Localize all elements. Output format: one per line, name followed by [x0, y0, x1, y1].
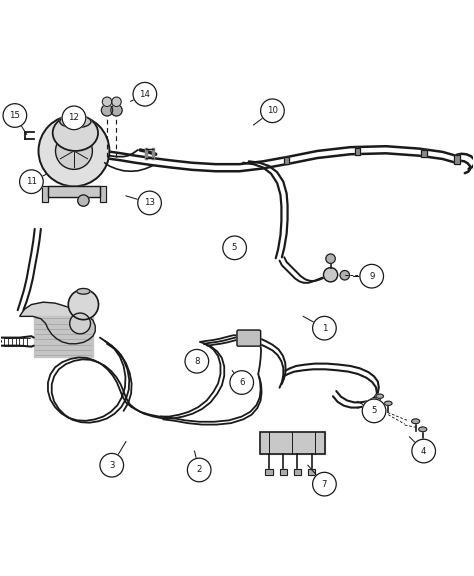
Ellipse shape	[419, 427, 427, 431]
Circle shape	[261, 99, 284, 123]
Bar	[308, 469, 316, 475]
Bar	[48, 187, 100, 197]
Bar	[284, 157, 290, 164]
Bar	[280, 469, 287, 475]
Circle shape	[102, 97, 112, 107]
Circle shape	[340, 271, 349, 280]
Bar	[355, 147, 360, 155]
Circle shape	[70, 313, 91, 334]
Circle shape	[313, 316, 336, 340]
Ellipse shape	[77, 289, 90, 294]
Text: 15: 15	[9, 111, 20, 120]
Circle shape	[3, 104, 27, 127]
Bar	[100, 187, 106, 202]
Bar	[284, 157, 290, 164]
Bar	[421, 150, 427, 157]
Circle shape	[62, 106, 86, 130]
Circle shape	[187, 458, 211, 482]
Bar	[42, 187, 48, 202]
Bar	[294, 469, 301, 475]
Ellipse shape	[60, 116, 91, 128]
Text: 10: 10	[267, 106, 278, 115]
Bar	[280, 469, 287, 475]
Circle shape	[230, 371, 254, 395]
Bar	[260, 431, 325, 454]
Text: 4: 4	[421, 446, 427, 456]
Circle shape	[185, 350, 209, 373]
Bar	[308, 469, 316, 475]
Circle shape	[38, 116, 109, 187]
Bar	[265, 469, 273, 475]
Circle shape	[133, 82, 156, 106]
Text: 12: 12	[68, 113, 80, 122]
Text: 7: 7	[322, 480, 327, 488]
Text: 5: 5	[371, 407, 377, 415]
Circle shape	[412, 439, 436, 463]
Bar	[48, 187, 100, 197]
Circle shape	[19, 170, 43, 194]
Circle shape	[100, 453, 124, 477]
Circle shape	[112, 97, 121, 107]
Bar	[294, 469, 301, 475]
Text: 11: 11	[26, 177, 37, 186]
Text: 6: 6	[239, 378, 245, 387]
Circle shape	[138, 191, 161, 215]
Bar	[355, 147, 360, 155]
Ellipse shape	[376, 394, 383, 399]
Bar	[454, 155, 460, 164]
Circle shape	[55, 132, 92, 169]
Wedge shape	[111, 105, 122, 116]
FancyBboxPatch shape	[237, 330, 261, 346]
Ellipse shape	[53, 115, 98, 151]
Bar	[454, 155, 460, 164]
Circle shape	[313, 472, 336, 496]
Text: 5: 5	[232, 243, 237, 252]
Text: 1: 1	[322, 324, 327, 333]
Bar	[260, 431, 325, 454]
Text: 3: 3	[109, 461, 115, 470]
Bar	[265, 469, 273, 475]
Ellipse shape	[384, 401, 392, 406]
Polygon shape	[19, 302, 95, 344]
Text: 2: 2	[196, 465, 202, 475]
Text: 13: 13	[144, 198, 155, 207]
Bar	[42, 187, 48, 202]
Wedge shape	[101, 105, 113, 116]
Circle shape	[68, 289, 99, 320]
Bar	[34, 316, 93, 357]
Bar	[421, 150, 427, 157]
Text: 8: 8	[194, 357, 200, 366]
Text: 9: 9	[369, 272, 374, 281]
Circle shape	[78, 195, 89, 206]
Text: 14: 14	[139, 90, 150, 98]
Circle shape	[362, 399, 386, 423]
Bar	[100, 187, 106, 202]
Circle shape	[360, 264, 383, 288]
Circle shape	[323, 268, 337, 282]
Circle shape	[223, 236, 246, 260]
Ellipse shape	[411, 419, 419, 423]
Circle shape	[326, 254, 335, 263]
